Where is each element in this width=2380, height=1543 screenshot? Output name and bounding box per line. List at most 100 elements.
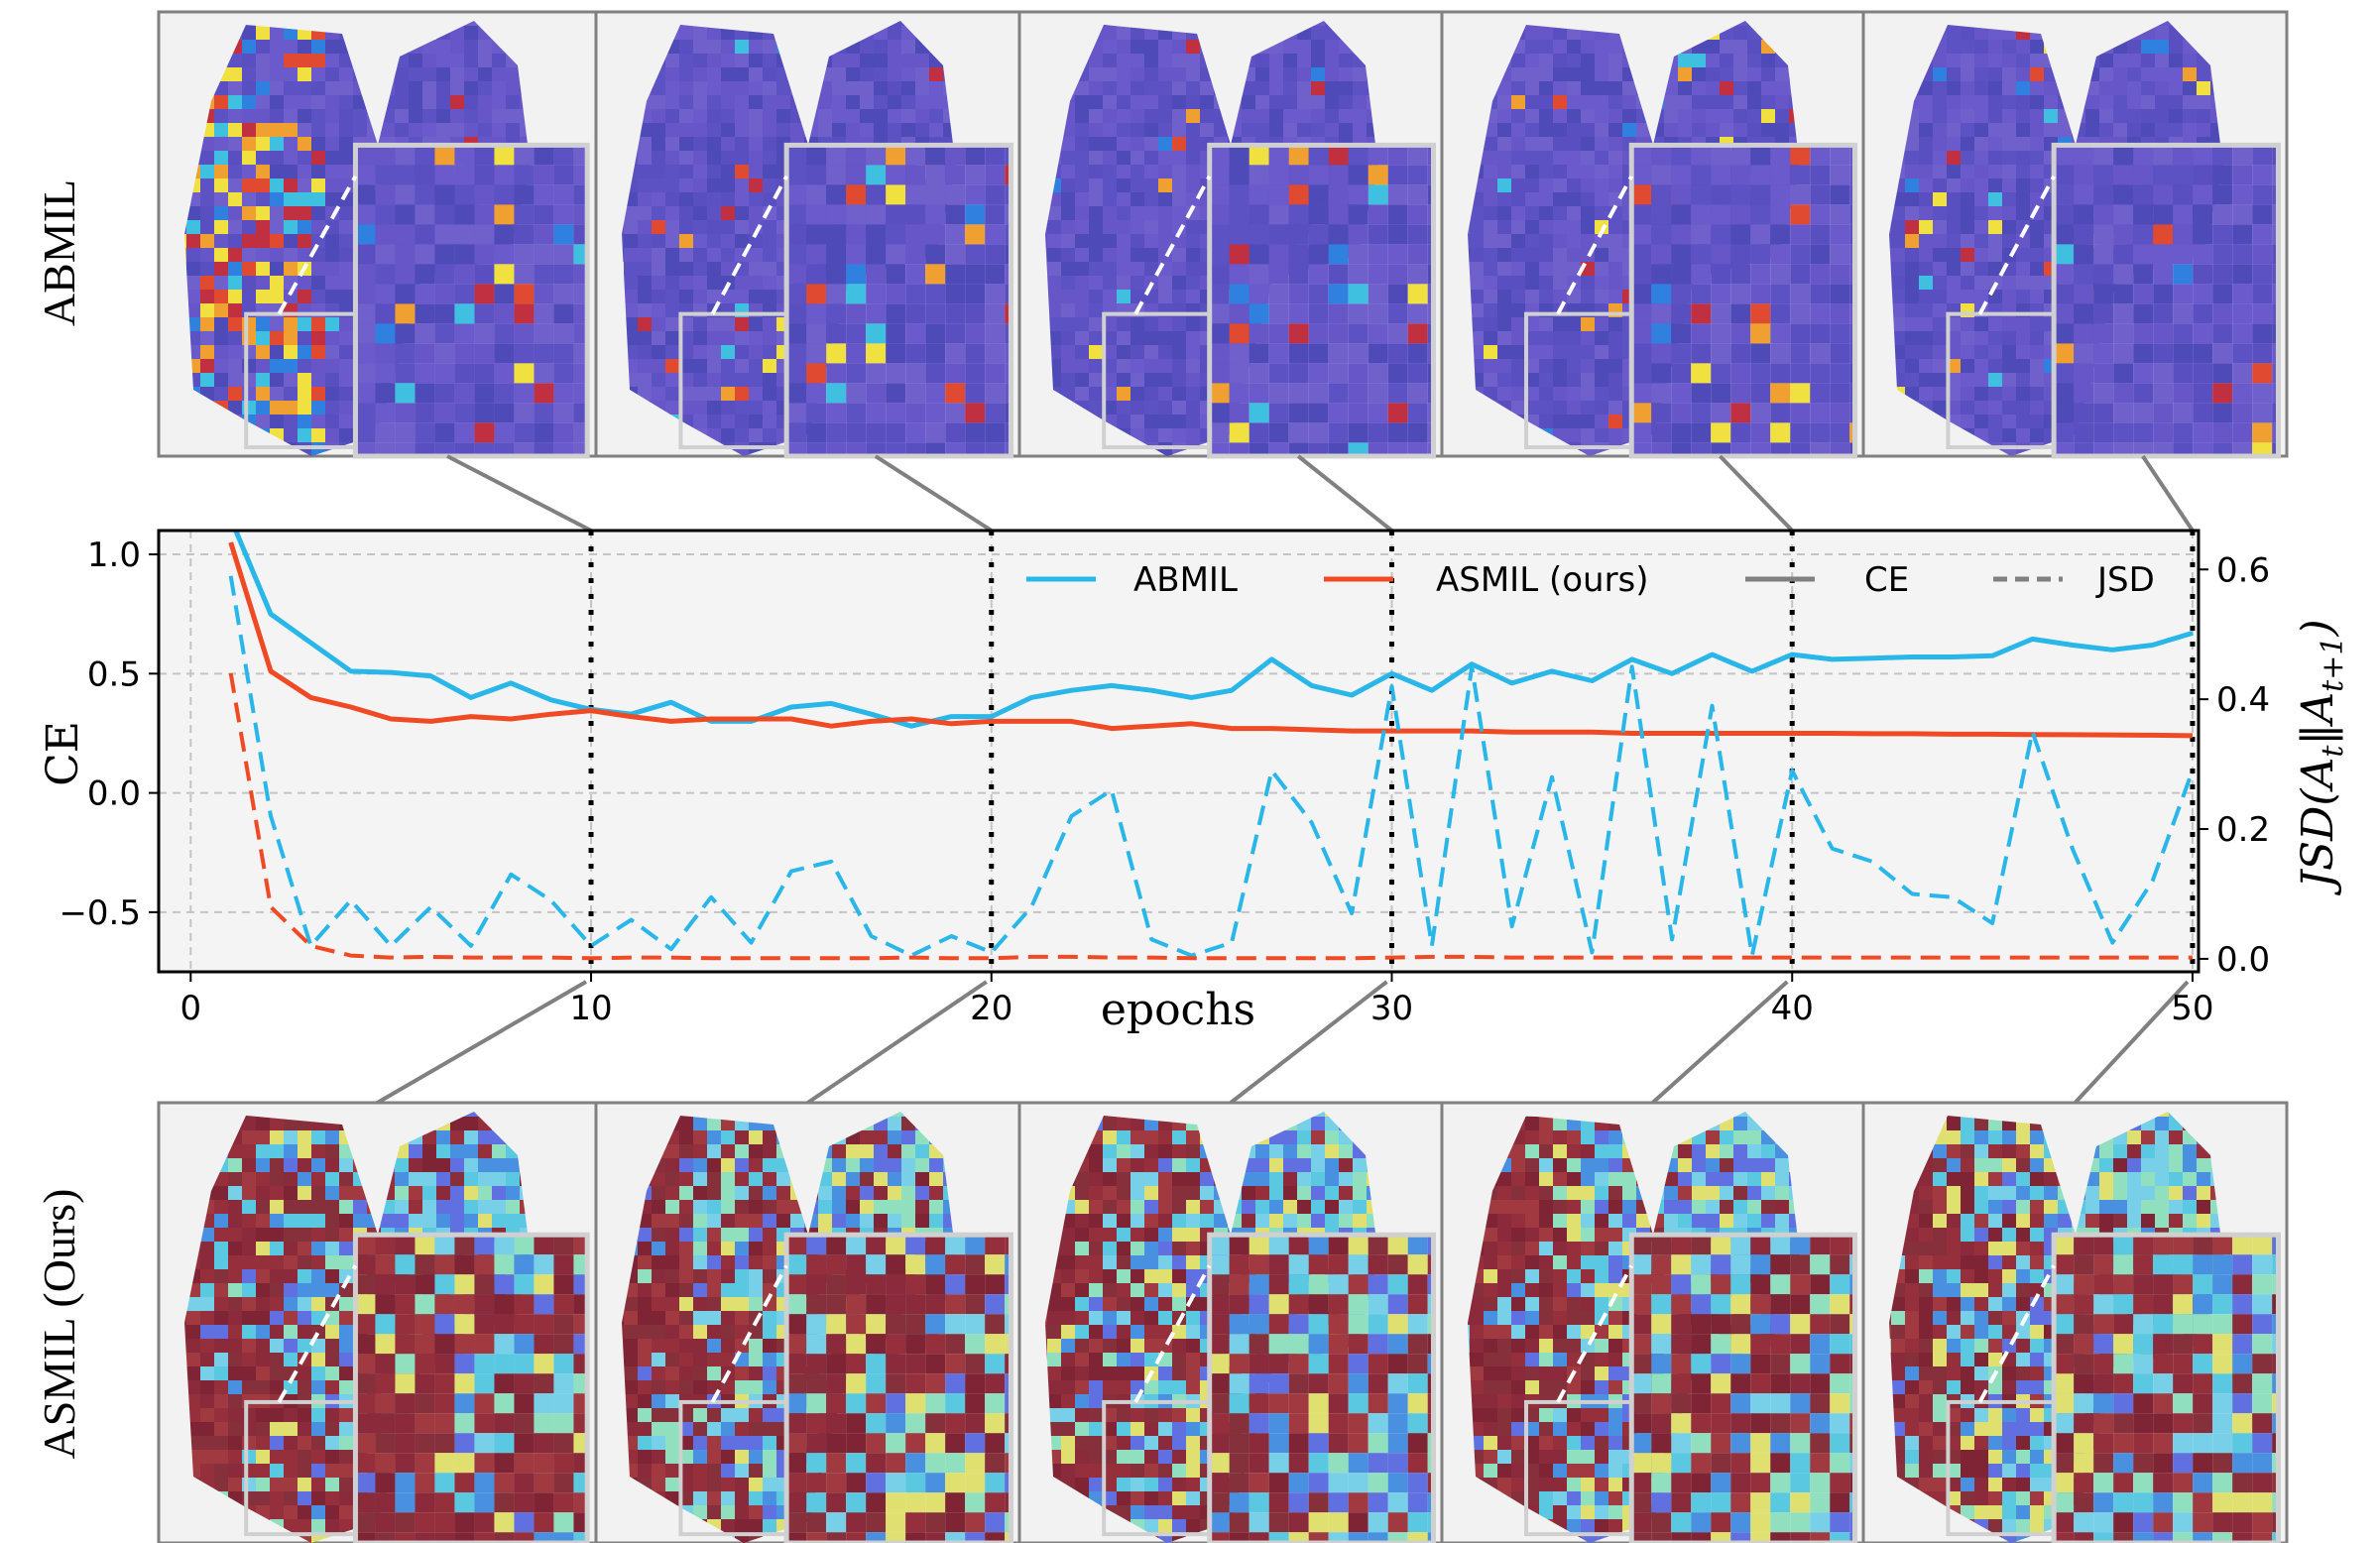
heatmap-cell (1200, 123, 1214, 137)
inset-cell (514, 383, 535, 404)
inset-cell (1810, 383, 1831, 404)
heatmap-cell (1283, 54, 1297, 67)
inset-cell (1209, 422, 1230, 443)
inset-cell (1651, 264, 1672, 285)
heatmap-cell (1608, 428, 1622, 442)
heatmap-cell (270, 26, 284, 40)
heatmap-cell (707, 415, 721, 428)
heatmap-cell (284, 248, 298, 262)
inset-cell (1427, 264, 1434, 285)
heatmap-cell (1581, 109, 1595, 123)
heatmap-cell (901, 109, 915, 123)
inset-cell (806, 422, 827, 443)
inset-cell (415, 284, 435, 304)
inset-cell (355, 224, 376, 245)
inset-cell (434, 303, 455, 324)
heatmap-cell (1595, 234, 1608, 248)
heatmap-cell (214, 220, 228, 234)
heatmap-cell (1075, 178, 1089, 192)
inset-cell (1229, 184, 1250, 205)
heatmap-cell (1172, 109, 1186, 123)
heatmap-cell (200, 192, 214, 206)
heatmap-cell (1581, 220, 1595, 234)
heatmap-cell (749, 178, 763, 192)
inset-cell (434, 323, 455, 344)
heatmap-cell (763, 290, 776, 303)
inset-cell (1830, 422, 1850, 443)
heatmap-cell (1539, 109, 1553, 123)
inset-cell (1730, 224, 1751, 245)
inset-cell (553, 343, 574, 364)
heatmap-cell (1553, 262, 1567, 276)
inset-cell (1348, 165, 1368, 185)
heatmap-cell (1186, 331, 1200, 345)
inset-cell (1790, 422, 1811, 443)
heatmap-cell (638, 234, 652, 248)
inset-cell (1691, 284, 1712, 304)
heatmap-cell (1130, 248, 1144, 262)
inset-cell (395, 204, 416, 225)
inset-cell (534, 165, 554, 185)
inset-cell (826, 422, 847, 443)
inset-cell (1368, 184, 1388, 205)
inset-cell (1631, 442, 1652, 456)
inset-cell (806, 204, 827, 225)
heatmap-cell (2113, 67, 2127, 81)
inset-cell (1790, 204, 1811, 225)
heatmap-cell (1608, 387, 1622, 401)
heatmap-cell (1075, 290, 1089, 303)
heatmap-cell (284, 290, 298, 303)
heatmap-cell (228, 359, 242, 373)
heatmap-cell (1947, 26, 1961, 40)
heatmap-cell (1664, 95, 1678, 109)
heatmap-cell (242, 192, 256, 206)
inset-cell (395, 224, 416, 245)
heatmap-cell (1525, 401, 1539, 415)
heatmap-cell (693, 387, 707, 401)
inset-cell (434, 284, 455, 304)
heatmap-cell (638, 178, 652, 192)
heatmap-cell (256, 317, 270, 331)
inset-cell (1810, 303, 1831, 324)
heatmap-cell (735, 234, 749, 248)
inset-cell (1387, 323, 1408, 344)
heatmap-cell (665, 67, 679, 81)
inset-cell (1810, 204, 1831, 225)
heatmap-cell (1325, 54, 1339, 67)
inset-cell (1427, 165, 1434, 185)
inset-cell (806, 184, 827, 205)
inset-cell (1631, 323, 1652, 344)
heatmap-cell (2030, 67, 2044, 81)
heatmap-cell (2127, 40, 2141, 54)
heatmap-cell (1761, 109, 1775, 123)
heatmap-cell (284, 234, 298, 248)
heatmap-cell (1186, 165, 1200, 178)
heatmap-cell (1525, 165, 1539, 178)
inset-cell (573, 403, 588, 423)
inset-cell (1308, 204, 1329, 225)
heatmap-cell (242, 26, 256, 40)
heatmap-cell (1339, 54, 1353, 67)
heatmap-cell (1539, 345, 1553, 359)
inset-cell (355, 204, 376, 225)
heatmap-cell (693, 401, 707, 415)
inset-cell (573, 184, 588, 205)
heatmap-cell (1061, 151, 1075, 165)
heatmap-cell (214, 373, 228, 387)
heatmap-cell (1186, 67, 1200, 81)
inset-cell (553, 284, 574, 304)
heatmap-cell (1158, 345, 1172, 359)
heatmap-cell (763, 428, 776, 442)
inset-cell (1229, 442, 1250, 456)
inset-cell (454, 442, 475, 456)
inset-cell (846, 363, 867, 384)
heatmap-cell (1608, 373, 1622, 387)
heatmap-cell (228, 67, 242, 81)
heatmap-cell (1089, 178, 1103, 192)
heatmap-cell (1567, 81, 1581, 95)
inset-cell (1849, 442, 1855, 456)
heatmap-cell (1511, 234, 1525, 248)
inset-cell (985, 422, 1006, 443)
heatmap-cell (624, 276, 638, 290)
inset-cell (1691, 264, 1712, 285)
